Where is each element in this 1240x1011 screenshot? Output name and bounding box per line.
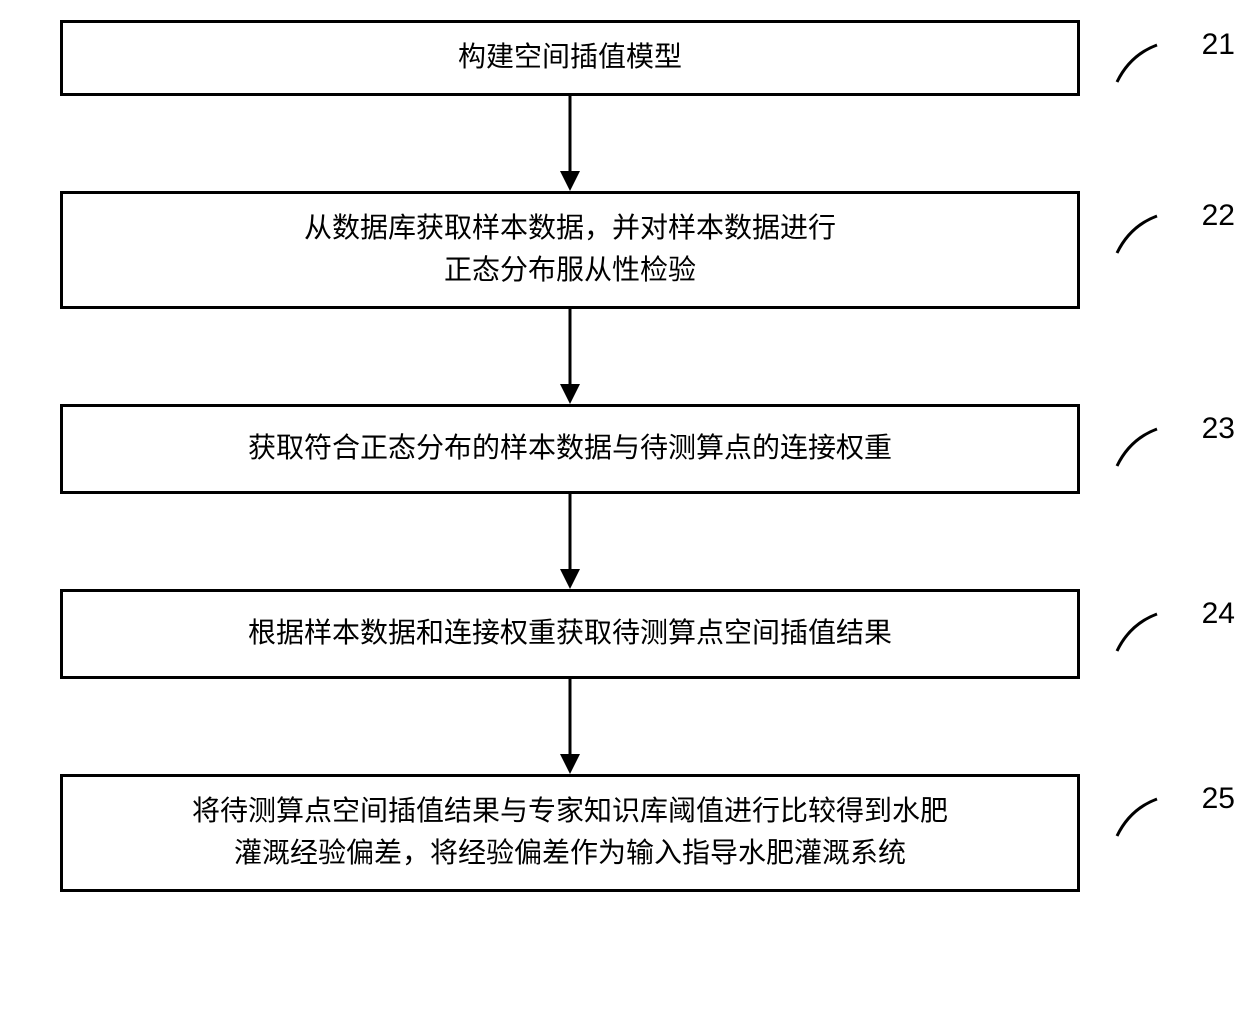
step-text-23: 获取符合正态分布的样本数据与待测算点的连接权重 [248, 428, 892, 470]
step-25-wrapper: 将待测算点空间插值结果与专家知识库阈值进行比较得到水肥灌溉经验偏差，将经验偏差作… [60, 774, 1180, 892]
step-23-wrapper: 获取符合正态分布的样本数据与待测算点的连接权重 23 [60, 404, 1180, 494]
step-box-22: 从数据库获取样本数据，并对样本数据进行正态分布服从性检验 [60, 191, 1080, 309]
label-curve-25 [1115, 794, 1165, 839]
step-text-24: 根据样本数据和连接权重获取待测算点空间插值结果 [248, 613, 892, 655]
label-curve-22 [1115, 211, 1165, 256]
step-box-25: 将待测算点空间插值结果与专家知识库阈值进行比较得到水肥灌溉经验偏差，将经验偏差作… [60, 774, 1080, 892]
step-text-21: 构建空间插值模型 [458, 37, 682, 79]
step-label-24: 24 [1202, 597, 1235, 631]
step-21-wrapper: 构建空间插值模型 21 [60, 20, 1180, 96]
step-label-23: 23 [1202, 412, 1235, 446]
step-24-wrapper: 根据样本数据和连接权重获取待测算点空间插值结果 24 [60, 589, 1180, 679]
arrow-4 [60, 679, 1080, 774]
step-label-22: 22 [1202, 199, 1235, 233]
step-label-21: 21 [1202, 28, 1235, 62]
step-22-wrapper: 从数据库获取样本数据，并对样本数据进行正态分布服从性检验 22 [60, 191, 1180, 309]
step-box-21: 构建空间插值模型 [60, 20, 1080, 96]
label-curve-24 [1115, 609, 1165, 654]
step-text-22: 从数据库获取样本数据，并对样本数据进行正态分布服从性检验 [304, 208, 836, 292]
label-curve-23 [1115, 424, 1165, 469]
arrow-3 [60, 494, 1080, 589]
step-box-23: 获取符合正态分布的样本数据与待测算点的连接权重 [60, 404, 1080, 494]
flowchart-container: 构建空间插值模型 21 从数据库获取样本数据，并对样本数据进行正态分布服从性检验… [60, 20, 1180, 892]
label-curve-21 [1115, 40, 1165, 85]
step-box-24: 根据样本数据和连接权重获取待测算点空间插值结果 [60, 589, 1080, 679]
step-label-25: 25 [1202, 782, 1235, 816]
arrow-2 [60, 309, 1080, 404]
step-text-25: 将待测算点空间插值结果与专家知识库阈值进行比较得到水肥灌溉经验偏差，将经验偏差作… [192, 791, 948, 875]
arrow-1 [60, 96, 1080, 191]
